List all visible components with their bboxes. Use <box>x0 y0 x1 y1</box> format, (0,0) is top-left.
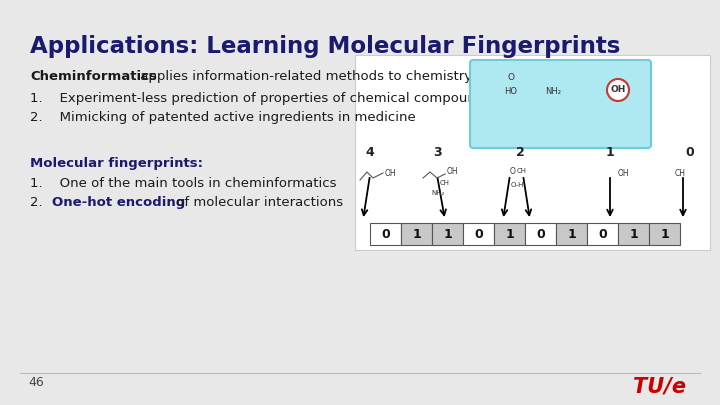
Text: 1: 1 <box>567 228 576 241</box>
Bar <box>587 223 618 245</box>
Bar <box>463 223 494 245</box>
Text: OH: OH <box>447 166 459 175</box>
Text: 1: 1 <box>505 228 514 241</box>
Text: 1.    Experiment-less prediction of properties of chemical compounds: 1. Experiment-less prediction of propert… <box>30 92 491 105</box>
Bar <box>618 223 649 245</box>
Text: 0: 0 <box>474 228 483 241</box>
Text: 1: 1 <box>660 228 669 241</box>
Text: 1: 1 <box>412 228 421 241</box>
Bar <box>556 223 587 245</box>
Text: CH: CH <box>440 180 450 186</box>
Text: OH: OH <box>385 168 397 177</box>
Text: 0: 0 <box>381 228 390 241</box>
Bar <box>494 223 525 245</box>
Text: OH: OH <box>618 168 629 177</box>
Text: OH: OH <box>611 85 626 94</box>
Text: Applications: Learning Molecular Fingerprints: Applications: Learning Molecular Fingerp… <box>30 35 621 58</box>
Text: of molecular interactions: of molecular interactions <box>172 196 343 209</box>
Text: 1: 1 <box>443 228 452 241</box>
Text: 1: 1 <box>629 228 638 241</box>
Text: 0: 0 <box>536 228 545 241</box>
Bar <box>355 55 710 250</box>
Text: Cheminformatics: Cheminformatics <box>30 70 157 83</box>
Text: 1.    One of the main tools in cheminformatics: 1. One of the main tools in cheminformat… <box>30 177 336 190</box>
Bar <box>370 223 401 245</box>
Text: O: O <box>508 73 515 82</box>
Text: applies information-related methods to chemistry:: applies information-related methods to c… <box>136 70 475 83</box>
Text: 2: 2 <box>516 145 524 158</box>
Text: 3: 3 <box>433 145 441 158</box>
Bar <box>401 223 432 245</box>
Text: 46: 46 <box>28 377 44 390</box>
Text: 1: 1 <box>606 145 614 158</box>
Bar <box>432 223 463 245</box>
Bar <box>525 223 556 245</box>
Text: Molecular fingerprints:: Molecular fingerprints: <box>30 157 203 170</box>
Text: 2.    Mimicking of patented active ingredients in medicine: 2. Mimicking of patented active ingredie… <box>30 111 415 124</box>
Text: 0: 0 <box>598 228 607 241</box>
Text: 0: 0 <box>685 145 694 158</box>
Text: CH: CH <box>675 168 686 177</box>
Text: One-hot encoding: One-hot encoding <box>52 196 185 209</box>
FancyBboxPatch shape <box>470 60 651 148</box>
Bar <box>649 223 680 245</box>
Text: 4: 4 <box>366 145 374 158</box>
Text: O-H: O-H <box>511 182 524 188</box>
Text: NH₂: NH₂ <box>431 190 444 196</box>
Text: O: O <box>510 166 516 175</box>
Text: HO: HO <box>505 87 518 96</box>
Text: NH₂: NH₂ <box>545 87 561 96</box>
Circle shape <box>607 79 629 101</box>
Text: TU/e: TU/e <box>634 377 686 397</box>
Text: CH: CH <box>517 168 527 174</box>
Text: 2.: 2. <box>30 196 55 209</box>
